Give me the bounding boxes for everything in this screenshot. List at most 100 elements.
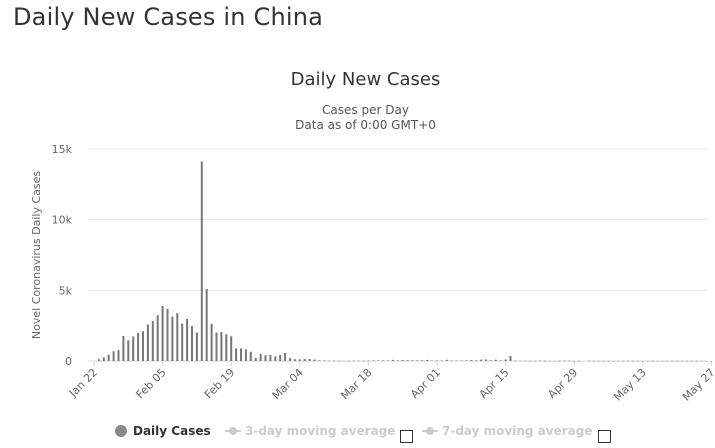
- daily-cases-bar: [382, 360, 385, 361]
- daily-cases-bar: [284, 352, 287, 361]
- daily-cases-bar: [416, 360, 419, 361]
- daily-cases-bar: [151, 321, 154, 361]
- daily-cases-bar: [499, 360, 502, 361]
- daily-cases-bar: [666, 360, 669, 362]
- daily-cases-bar: [617, 360, 620, 362]
- daily-cases-bar: [681, 360, 683, 362]
- daily-cases-bar: [122, 335, 125, 361]
- legend-label-3day-average: 3-day moving average: [245, 424, 396, 438]
- daily-cases-bar: [171, 316, 174, 361]
- x-tick-label: May 13: [611, 366, 649, 404]
- daily-cases-bar: [377, 360, 380, 361]
- daily-cases-bar: [553, 360, 556, 362]
- daily-cases-bar: [97, 359, 100, 361]
- daily-cases-bar: [504, 359, 507, 361]
- legend-item-3day-average[interactable]: 3-day moving average: [225, 424, 395, 438]
- daily-cases-bar: [181, 323, 184, 361]
- daily-cases-bar: [676, 360, 679, 362]
- line-marker-icon: [422, 426, 438, 436]
- daily-cases-bar: [587, 360, 590, 362]
- daily-cases-bar: [524, 360, 527, 362]
- 7day-average-checkbox[interactable]: [598, 430, 611, 443]
- daily-cases-bar: [318, 360, 321, 361]
- daily-cases-bar: [421, 360, 424, 361]
- x-tick-label: Jan 22: [66, 366, 100, 400]
- daily-cases-bar: [489, 360, 492, 361]
- daily-cases-bar: [200, 161, 203, 361]
- daily-cases-bar: [406, 360, 409, 361]
- daily-cases-bar: [636, 360, 639, 362]
- x-tick-label: Apr 29: [545, 366, 580, 401]
- daily-cases-bar: [543, 360, 546, 362]
- daily-cases-bar: [632, 360, 634, 362]
- daily-cases-bar: [431, 360, 434, 361]
- daily-cases-bar: [289, 358, 291, 361]
- daily-cases-bar: [357, 360, 360, 362]
- daily-cases-bar: [563, 360, 566, 362]
- daily-cases-bar: [656, 360, 659, 362]
- x-tick-label: Mar 18: [338, 366, 374, 402]
- y-axis-title: Novel Coronavirus Daily Cases: [30, 171, 43, 339]
- x-tick-label: Apr 15: [477, 366, 512, 401]
- daily-cases-bar: [132, 336, 135, 361]
- daily-cases-bar: [107, 354, 110, 361]
- daily-cases-bar: [460, 360, 463, 362]
- daily-cases-bar: [367, 360, 370, 362]
- line-marker-icon: [225, 426, 241, 436]
- daily-cases-bar: [264, 355, 267, 361]
- daily-cases-bar: [215, 332, 218, 361]
- daily-cases-bar: [117, 350, 120, 361]
- daily-cases-bar: [269, 354, 272, 361]
- daily-cases-bar: [191, 326, 193, 361]
- daily-cases-bar: [401, 360, 404, 361]
- daily-cases-bar: [622, 360, 625, 362]
- daily-cases-bar: [597, 360, 600, 362]
- y-tick-label: 10k: [52, 214, 73, 227]
- daily-cases-bar: [455, 360, 458, 362]
- daily-cases-bar: [534, 360, 536, 362]
- daily-cases-bar: [333, 360, 336, 362]
- x-tick-label: Mar 04: [270, 366, 306, 402]
- daily-cases-bar: [436, 360, 438, 362]
- daily-cases-bar: [293, 359, 296, 361]
- daily-cases-bar: [102, 357, 105, 361]
- daily-cases-bar: [146, 324, 149, 361]
- daily-cases-bar: [161, 306, 164, 361]
- daily-cases-bar: [205, 289, 208, 361]
- daily-cases-bar: [568, 360, 571, 362]
- daily-cases-bar: [578, 360, 581, 362]
- daily-cases-bar: [538, 360, 541, 362]
- daily-cases-bar: [700, 360, 703, 362]
- daily-cases-bar: [646, 360, 649, 362]
- y-tick-label: 5k: [59, 284, 73, 297]
- daily-cases-bar: [651, 360, 654, 362]
- daily-cases-bar: [372, 360, 375, 361]
- daily-cases-bar: [607, 360, 610, 362]
- daily-cases-bar: [308, 358, 311, 361]
- daily-cases-bar: [450, 360, 453, 362]
- daily-cases-bar: [627, 360, 630, 362]
- daily-cases-bar: [529, 360, 532, 362]
- daily-cases-bar: [240, 348, 242, 361]
- daily-cases-bar: [352, 360, 355, 362]
- x-tick-label: Feb 05: [133, 366, 168, 401]
- daily-cases-bar: [494, 359, 497, 361]
- daily-cases-bar: [362, 360, 365, 362]
- daily-cases-bar: [509, 356, 512, 361]
- daily-cases-bar: [186, 318, 189, 361]
- legend-item-daily-cases[interactable]: Daily Cases: [115, 424, 211, 438]
- daily-cases-bar: [338, 360, 340, 362]
- daily-cases-bar: [220, 332, 223, 361]
- page-title: Daily New Cases in China: [13, 3, 324, 31]
- daily-cases-bar: [387, 360, 389, 361]
- daily-cases-bar: [411, 360, 414, 361]
- 3day-average-checkbox[interactable]: [400, 430, 413, 443]
- daily-cases-bar: [391, 359, 394, 361]
- daily-cases-bar: [274, 356, 277, 361]
- daily-cases-bar: [396, 360, 399, 361]
- legend-label-daily-cases: Daily Cases: [133, 424, 211, 438]
- daily-cases-bar: [558, 360, 561, 362]
- daily-cases-bar: [298, 359, 301, 361]
- legend-item-7day-average[interactable]: 7-day moving average: [422, 424, 592, 438]
- daily-cases-bar: [440, 360, 443, 362]
